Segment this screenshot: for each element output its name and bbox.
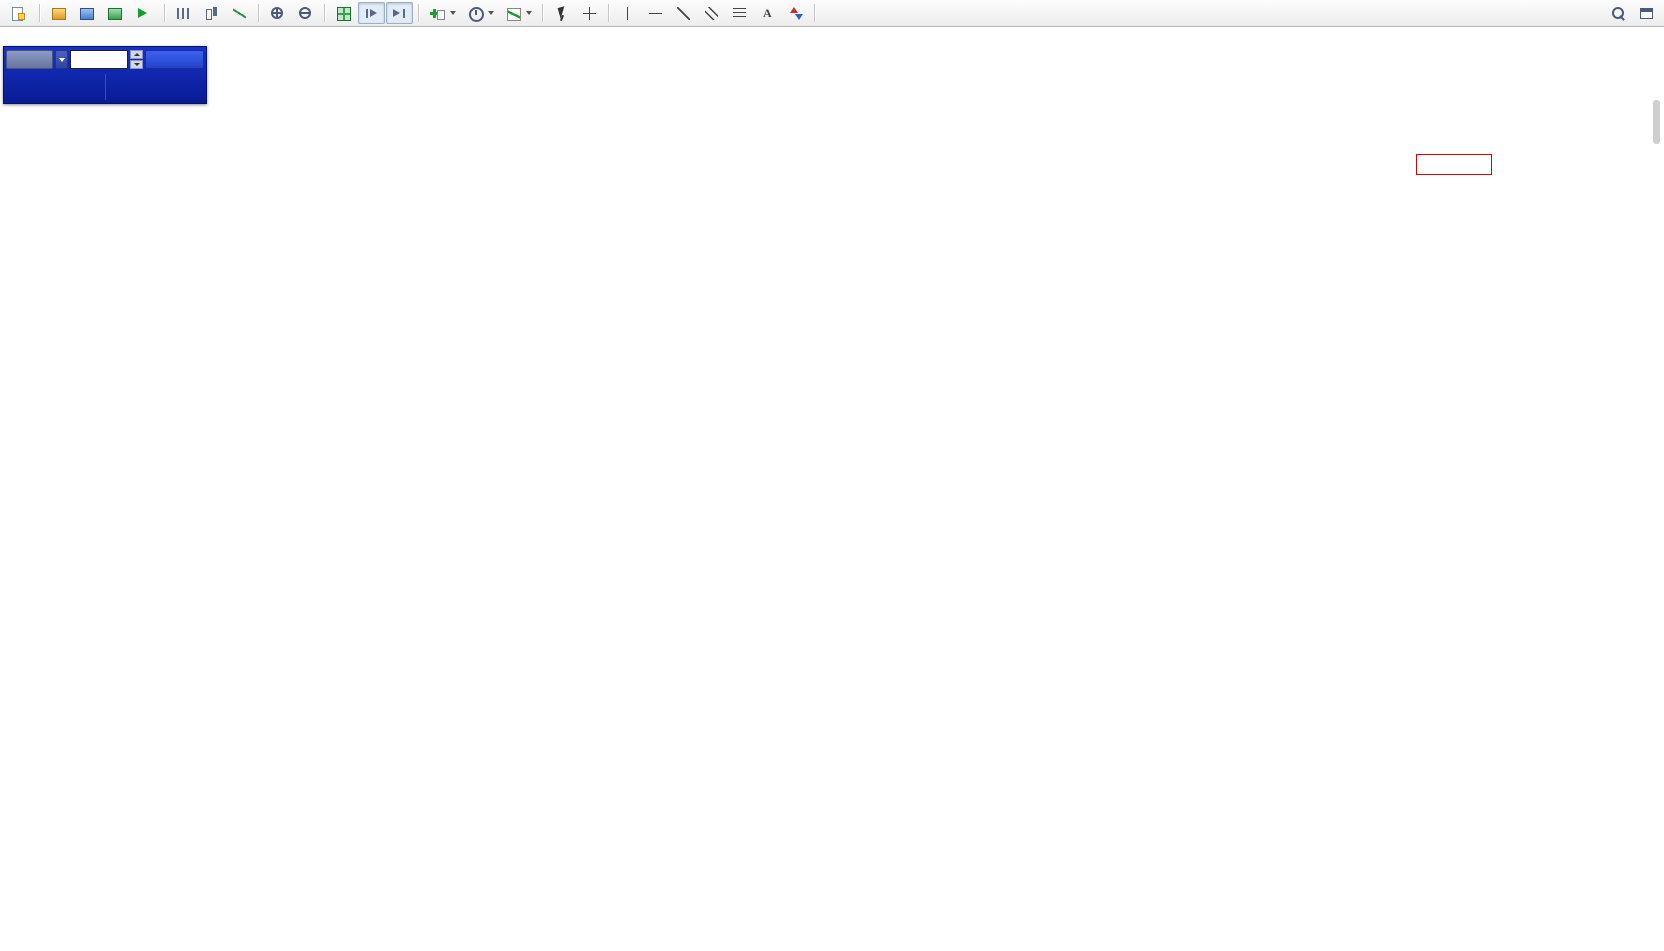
toolbar-separator: [39, 4, 40, 22]
market-watch-button[interactable]: [45, 2, 72, 24]
indicators-icon: [505, 5, 522, 22]
crosshair-icon: [581, 5, 598, 22]
chevron-down-icon: [526, 11, 532, 15]
toolbar-separator: [258, 4, 259, 22]
price-annotation-box[interactable]: [1416, 154, 1492, 175]
bar-chart-button[interactable]: [170, 2, 197, 24]
chart-shift-button[interactable]: [386, 2, 413, 24]
chevron-down-icon: [488, 11, 494, 15]
data-window-icon: [78, 5, 95, 22]
trendline-button[interactable]: [670, 2, 697, 24]
volume-input[interactable]: [70, 50, 128, 69]
clock-icon: [467, 5, 484, 22]
navigator-button[interactable]: [101, 2, 128, 24]
chart-shift-icon: [391, 5, 408, 22]
data-window-button[interactable]: [73, 2, 100, 24]
window-list-icon: [1638, 5, 1655, 22]
navigator-icon: [106, 5, 123, 22]
candlestick-chart-icon: [203, 5, 220, 22]
trendline-icon: [675, 5, 692, 22]
arrows-tool-icon: [787, 5, 804, 22]
fibonacci-icon: [731, 5, 748, 22]
search-button[interactable]: [1605, 2, 1632, 24]
new-order-icon: [9, 5, 26, 22]
channel-button[interactable]: [698, 2, 725, 24]
bar-chart-icon: [175, 5, 192, 22]
one-click-trading-panel: [3, 46, 207, 104]
text-tool-button[interactable]: [754, 2, 781, 24]
toolbar-separator: [542, 4, 543, 22]
toolbar-separator: [324, 4, 325, 22]
zoom-out-button[interactable]: [292, 2, 319, 24]
channel-icon: [703, 5, 720, 22]
periods-button[interactable]: [462, 2, 499, 24]
crosshair-button[interactable]: [576, 2, 603, 24]
chevron-down-icon: [450, 11, 456, 15]
auto-scroll-icon: [363, 5, 380, 22]
new-order-button[interactable]: [4, 2, 34, 24]
vertical-line-button[interactable]: [614, 2, 641, 24]
toolbar-separator: [164, 4, 165, 22]
text-tool-icon: [759, 5, 776, 22]
toolbar-separator: [608, 4, 609, 22]
auto-trading-play-icon: [134, 5, 151, 22]
auto-trading-button[interactable]: [129, 2, 159, 24]
chart-scrollbar[interactable]: [1653, 100, 1660, 144]
toolbar: [0, 0, 1664, 27]
tile-windows-button[interactable]: [330, 2, 357, 24]
horizontal-line-button[interactable]: [642, 2, 669, 24]
search-icon: [1610, 5, 1627, 22]
indicators-button[interactable]: [500, 2, 537, 24]
buy-button[interactable]: [145, 50, 204, 69]
buy-price[interactable]: [106, 73, 207, 101]
line-chart-icon: [231, 5, 248, 22]
stepper-down[interactable]: [130, 60, 143, 69]
zoom-in-icon: [269, 5, 286, 22]
volume-stepper[interactable]: [130, 50, 143, 69]
horizontal-line-icon: [647, 5, 664, 22]
toolbar-separator: [814, 4, 815, 22]
chart-area: [0, 27, 1664, 951]
vertical-line-icon: [619, 5, 636, 22]
zoom-out-icon: [297, 5, 314, 22]
line-chart-button[interactable]: [226, 2, 253, 24]
cursor-icon: [553, 5, 570, 22]
volume-dropdown[interactable]: [55, 50, 68, 69]
arrows-tool-button[interactable]: [782, 2, 809, 24]
zoom-in-button[interactable]: [264, 2, 291, 24]
auto-scroll-button[interactable]: [358, 2, 385, 24]
chart-canvas[interactable]: [0, 27, 1664, 951]
window-list-button[interactable]: [1633, 2, 1660, 24]
sell-button[interactable]: [6, 50, 53, 69]
cursor-button[interactable]: [548, 2, 575, 24]
fibonacci-button[interactable]: [726, 2, 753, 24]
new-chart-button[interactable]: [424, 2, 461, 24]
price-divider: [104, 73, 106, 100]
sell-price[interactable]: [4, 73, 105, 101]
new-chart-icon: [429, 5, 446, 22]
market-watch-icon: [50, 5, 67, 22]
tile-windows-icon: [335, 5, 352, 22]
toolbar-separator: [418, 4, 419, 22]
chevron-down-icon: [58, 57, 65, 62]
candlestick-chart-button[interactable]: [198, 2, 225, 24]
stepper-up[interactable]: [130, 50, 143, 59]
